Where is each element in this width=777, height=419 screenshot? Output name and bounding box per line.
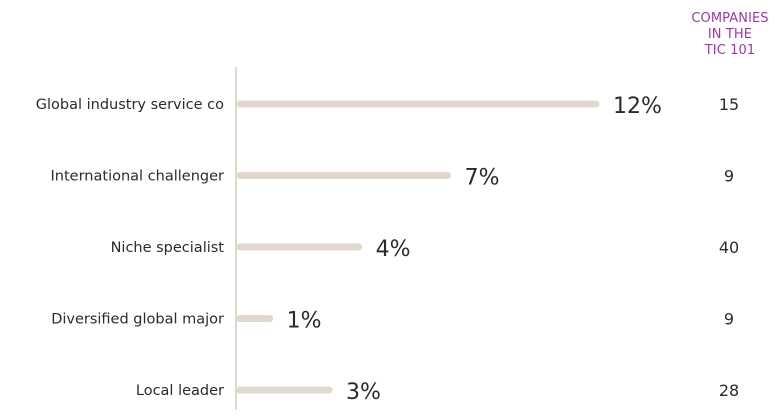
category-label: International challenger xyxy=(51,169,224,185)
category-label: Niche specialist xyxy=(111,240,225,256)
bar-value-label: 7% xyxy=(465,166,500,191)
companies-count: 40 xyxy=(719,238,739,257)
bar-value-label: 1% xyxy=(287,309,322,334)
bar-value-label: 12% xyxy=(613,94,662,119)
bar-value-label: 3% xyxy=(346,380,381,405)
category-label: Local leader xyxy=(136,383,224,399)
companies-column-header: COMPANIES IN THE TIC 101 xyxy=(674,11,777,59)
category-label: Diversified global major xyxy=(51,312,224,328)
companies-header-line-3: TIC 101 xyxy=(704,43,756,58)
companies-header-line-1: COMPANIES xyxy=(691,11,769,26)
companies-count: 15 xyxy=(719,95,739,114)
companies-count: 9 xyxy=(724,310,734,329)
bar-value-label: 4% xyxy=(376,237,411,262)
category-label: Global industry service co xyxy=(36,97,224,113)
companies-count: 9 xyxy=(724,167,734,186)
companies-header-line-2: IN THE xyxy=(707,27,753,42)
companies-count: 28 xyxy=(719,381,739,400)
